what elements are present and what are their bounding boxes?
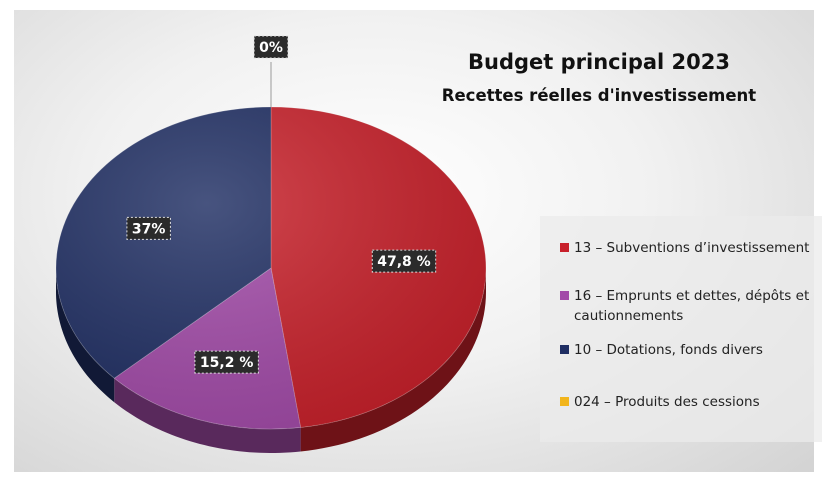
pie-sheen xyxy=(56,107,486,429)
legend-swatch-0 xyxy=(560,243,569,252)
data-label-box-1 xyxy=(194,350,259,374)
data-label-text-2: 37% xyxy=(132,221,166,237)
data-label-3: 0% xyxy=(253,35,289,59)
data-label-text-3: 0% xyxy=(259,40,283,56)
pie-slice-side-0 xyxy=(300,268,486,452)
data-label-box-3 xyxy=(253,35,289,59)
pie-slice-side-1 xyxy=(114,378,301,453)
legend-label-2: 10 – Dotations, fonds divers xyxy=(574,342,763,358)
pie-chart: 47,8 % 15,2 % 37% 0% xyxy=(55,35,487,453)
data-label-2: 37% xyxy=(126,216,171,240)
legend-swatch-2 xyxy=(560,345,569,354)
legend-label-0: 13 – Subventions d’investissement xyxy=(574,240,810,256)
pie-slice-side-2 xyxy=(56,268,115,403)
legend-swatch-3 xyxy=(560,397,569,406)
legend-label-1: 16 – Emprunts et dettes, dépôts et cauti… xyxy=(574,288,810,324)
chart-subtitle: Recettes réelles d'investissement xyxy=(441,86,757,105)
data-label-text-1: 15,2 % xyxy=(200,355,253,371)
legend-item-3: 024 – Produits des cessions xyxy=(560,392,822,412)
data-label-0: 47,8 % xyxy=(371,249,437,273)
legend-item-1: 16 – Emprunts et dettes, dépôts et cauti… xyxy=(560,286,822,326)
legend-swatch-1 xyxy=(560,291,569,300)
data-label-box-0 xyxy=(371,249,437,273)
chart-title: Budget principal 2023 xyxy=(468,50,730,74)
data-label-box-2 xyxy=(126,216,171,240)
data-label-1: 15,2 % xyxy=(194,350,259,374)
chart-legend: 13 – Subventions d’investissement 16 – Em… xyxy=(540,216,822,442)
legend-label-3: 024 – Produits des cessions xyxy=(574,394,760,410)
legend-item-0: 13 – Subventions d’investissement xyxy=(560,238,822,258)
legend-item-2: 10 – Dotations, fonds divers xyxy=(560,340,822,360)
chart-card: 47,8 % 15,2 % 37% 0% Budget principal 2023 … xyxy=(14,10,822,472)
data-label-text-0: 47,8 % xyxy=(377,254,430,270)
